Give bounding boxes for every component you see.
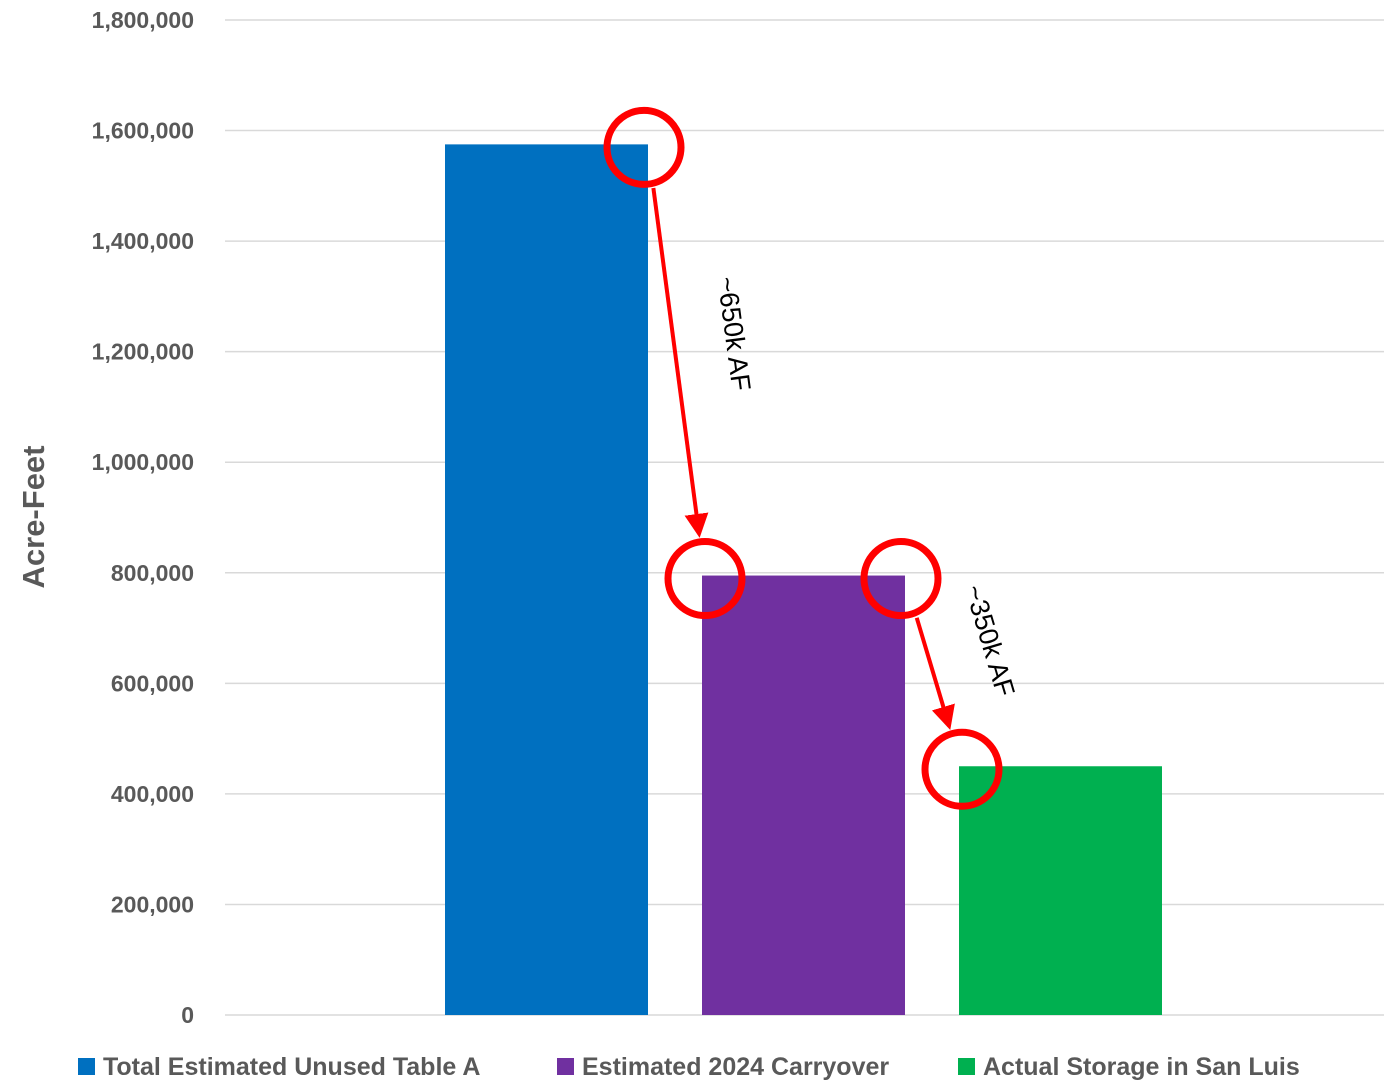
bar	[702, 575, 905, 1015]
y-axis-title: Acre-Feet	[16, 446, 51, 589]
y-tick-label: 1,400,000	[92, 228, 194, 254]
gridlines	[225, 19, 1384, 1016]
highlight-circle	[921, 728, 1003, 810]
legend: Total Estimated Unused Table A Estimated …	[78, 1053, 1300, 1081]
legend-swatch	[557, 1058, 574, 1075]
bar	[959, 766, 1162, 1015]
y-tick-label: 1,200,000	[92, 339, 194, 365]
y-tick-label: 600,000	[111, 670, 194, 696]
bar	[445, 144, 648, 1015]
y-tick-label: 800,000	[111, 560, 194, 586]
legend-label: Actual Storage in San Luis	[983, 1053, 1300, 1081]
legend-swatch	[958, 1058, 975, 1075]
highlight-circle	[664, 538, 746, 620]
arrow	[914, 617, 955, 730]
y-tick-label: 1,600,000	[92, 118, 194, 144]
annotation-label: ~350k AF	[959, 581, 1021, 700]
y-tick-label: 1,800,000	[92, 7, 194, 33]
y-tick-label: 1,000,000	[92, 449, 194, 475]
arrow	[651, 187, 709, 538]
bars	[445, 144, 1162, 1015]
highlight-circle	[860, 538, 942, 620]
legend-swatch	[78, 1058, 95, 1075]
y-tick-label: 200,000	[111, 891, 194, 917]
y-axis-ticks: 0 200,000 400,000 600,000 800,000 1,000,000 1,…	[92, 7, 194, 1028]
highlight-circle	[603, 106, 685, 188]
annotation-label: ~650k AF	[711, 275, 756, 393]
y-tick-label: 0	[181, 1002, 194, 1028]
y-tick-label: 400,000	[111, 781, 194, 807]
legend-label: Total Estimated Unused Table A	[103, 1053, 480, 1081]
legend-label: Estimated 2024 Carryover	[582, 1053, 889, 1081]
